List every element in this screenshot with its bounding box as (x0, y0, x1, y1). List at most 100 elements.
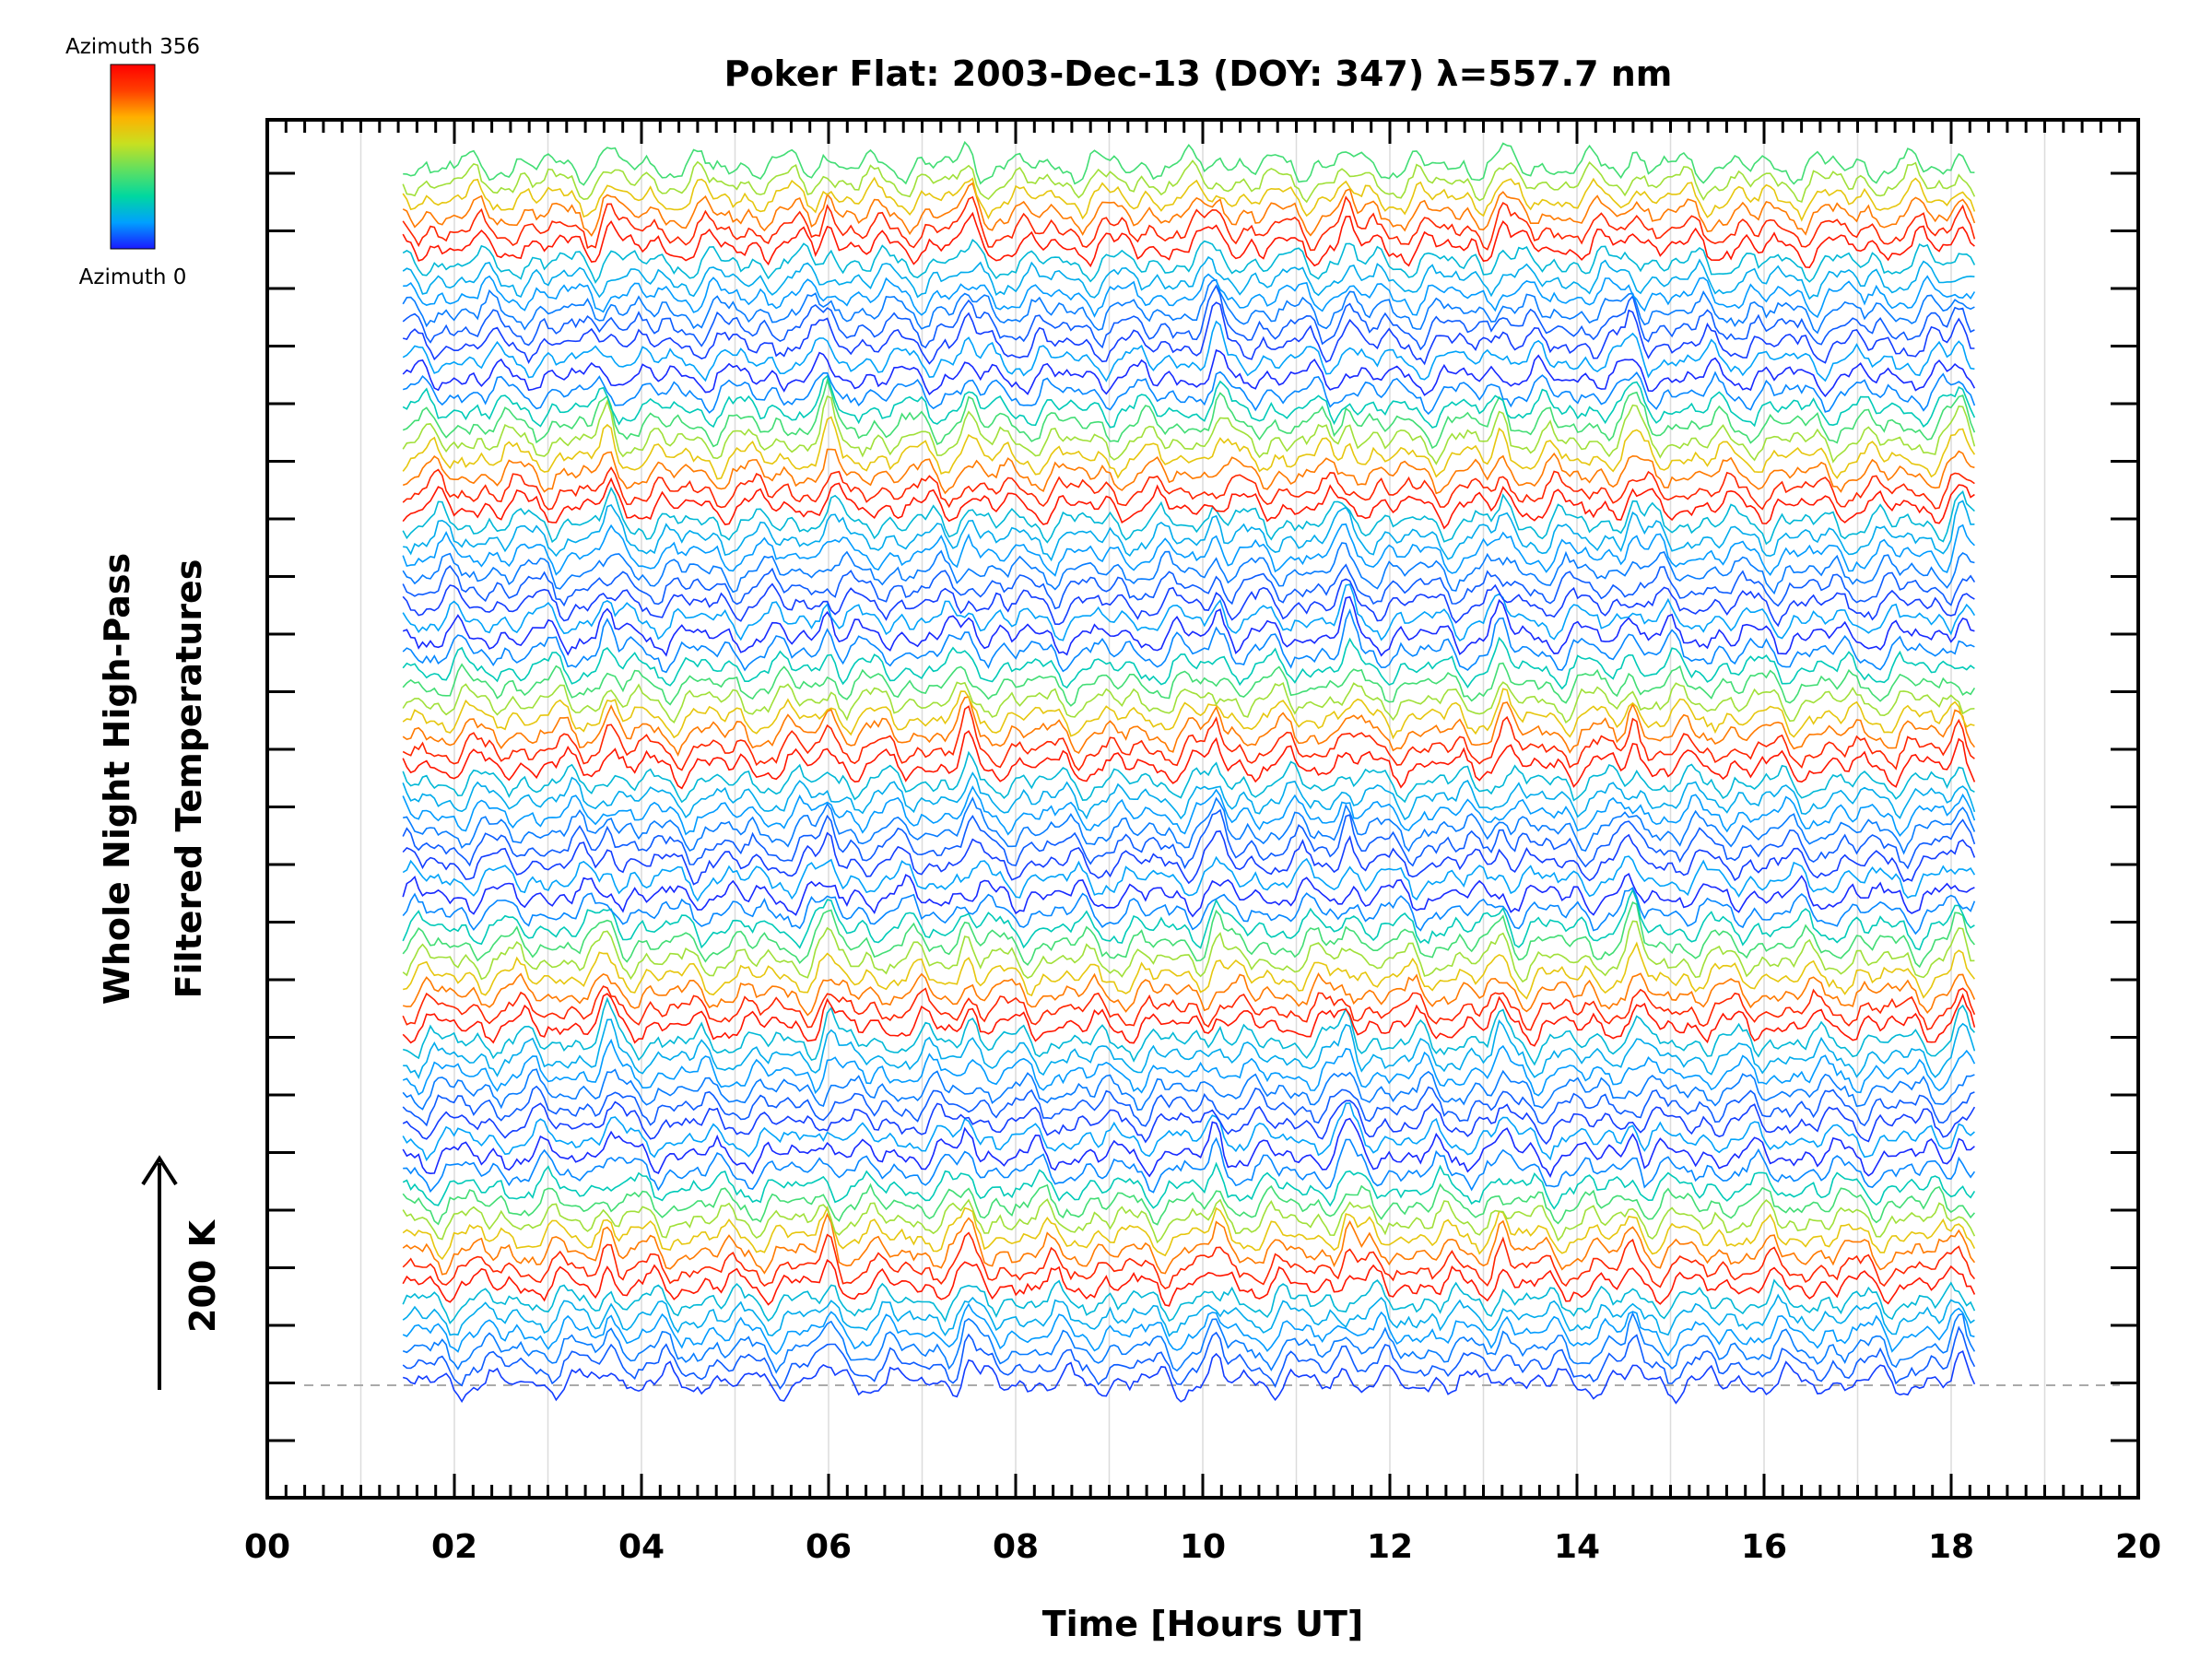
x-tick-label: 14 (1554, 1528, 1600, 1566)
temperature-trace (402, 771, 1976, 821)
temperature-trace (402, 477, 1975, 530)
temperature-trace (402, 1349, 1976, 1405)
temperature-trace (402, 855, 1976, 902)
temperature-trace (402, 636, 1975, 690)
axis-ticks (265, 120, 2140, 1498)
temperature-trace (402, 1182, 1976, 1226)
temperature-trace (402, 730, 1976, 790)
temperature-trace (403, 1136, 1976, 1194)
temperature-trace (402, 705, 1975, 771)
temperature-trace (402, 900, 1976, 969)
temperature-trace (402, 785, 1976, 837)
temperature-trace (402, 1293, 1975, 1337)
temperature-trace (402, 1085, 1975, 1127)
x-gridlines (359, 120, 2046, 1498)
x-tick-label: 06 (806, 1528, 852, 1566)
x-tick-label: 00 (244, 1528, 290, 1566)
temperature-trace (402, 1100, 1976, 1146)
temperature-trace (403, 796, 1976, 855)
temperature-trace (402, 1117, 1975, 1179)
temperature-trace (402, 523, 1975, 577)
temperature-trace (402, 563, 1976, 610)
temperature-trace (402, 195, 1976, 252)
x-tick-label: 16 (1741, 1528, 1787, 1566)
temperature-trace (402, 466, 1975, 511)
temperature-trace (402, 662, 1976, 707)
temperature-traces (402, 140, 1976, 1405)
temperature-trace (402, 985, 1976, 1031)
temperature-trace (402, 239, 1976, 284)
temperature-trace (402, 176, 1976, 222)
chart-title: Poker Flat: 2003-Dec-13 (DOY: 347) λ=557… (724, 53, 1673, 94)
temperature-trace (402, 182, 1976, 238)
temperature-trace (403, 1018, 1976, 1080)
temperature-trace (402, 696, 1976, 758)
temperature-trace (402, 348, 1976, 398)
temperature-trace (402, 320, 1975, 382)
x-tick-label: 08 (993, 1528, 1039, 1566)
x-tick-labels: 00 02 04 06 08 10 12 14 16 18 20 (244, 1528, 2161, 1566)
colorbar-bottom-label: Azimuth 0 (79, 265, 187, 289)
temperature-trace (402, 1302, 1975, 1357)
temperature-trace (402, 993, 1976, 1047)
temperature-trace (402, 887, 1976, 935)
temperature-trace (402, 374, 1976, 429)
temperature-trace (402, 688, 1975, 740)
temperature-trace (402, 1278, 1976, 1324)
temperature-trace (402, 211, 1975, 269)
temperature-trace (402, 583, 1976, 642)
temperature-trace (402, 371, 1976, 416)
temperature-trace (402, 578, 1975, 628)
temperature-trace (402, 1198, 1976, 1244)
temperature-trace (402, 1231, 1976, 1289)
temperature-trace (403, 500, 1975, 562)
temperature-trace (402, 750, 1975, 804)
temperature-trace (402, 486, 1975, 546)
temperature-trace (402, 608, 1975, 674)
temperature-trace (403, 941, 1976, 1000)
temperature-trace (402, 542, 1975, 595)
temperature-trace (402, 1206, 1976, 1261)
temperature-trace (402, 278, 1975, 335)
temperature-trace (403, 273, 1976, 319)
temperature-trace (402, 1068, 1975, 1112)
temperature-trace (402, 1161, 1976, 1210)
temperature-trace (402, 1102, 1975, 1162)
temperature-trace (402, 888, 1975, 951)
temperature-trace (402, 920, 1975, 983)
temperature-trace (402, 255, 1975, 300)
x-tick-label: 10 (1180, 1528, 1226, 1566)
temperature-trace (402, 595, 1975, 657)
x-axis-label: Time [Hours UT] (1042, 1604, 1364, 1644)
temperature-trace (402, 377, 1976, 450)
temperature-trace (402, 448, 1975, 495)
temperature-trace (402, 159, 1976, 204)
temperature-trace (402, 301, 1975, 366)
scale-label: 200 K (182, 1218, 223, 1333)
temperature-trace (402, 996, 1975, 1066)
temperature-trace (402, 1312, 1976, 1374)
temperature-trace (402, 830, 1976, 886)
temperature-trace (402, 1212, 1976, 1276)
temperature-trace (402, 872, 1975, 918)
y-axis-label-line2: Filtered Temperatures (169, 559, 209, 999)
x-tick-label: 18 (1928, 1528, 1974, 1566)
temperature-trace (402, 416, 1976, 480)
temperature-trace (402, 1325, 1976, 1390)
temperature-trace (402, 284, 1975, 351)
x-tick-label: 20 (2115, 1528, 2161, 1566)
temperature-trace (402, 394, 1976, 465)
temperature-trace (402, 681, 1975, 724)
temperature-trace (402, 1038, 1976, 1097)
colorbar (110, 64, 156, 250)
y-axis-label-line1: Whole Night High-Pass (97, 553, 137, 1005)
x-tick-label: 12 (1367, 1528, 1413, 1566)
x-tick-label: 02 (431, 1528, 477, 1566)
temperature-trace (403, 140, 1975, 186)
scale-arrow-head (141, 1155, 178, 1186)
x-tick-label: 04 (618, 1528, 665, 1566)
temperature-trace (402, 1259, 1976, 1307)
temperature-trace (403, 971, 1976, 1017)
colorbar-top-label: Azimuth 356 (65, 35, 200, 59)
